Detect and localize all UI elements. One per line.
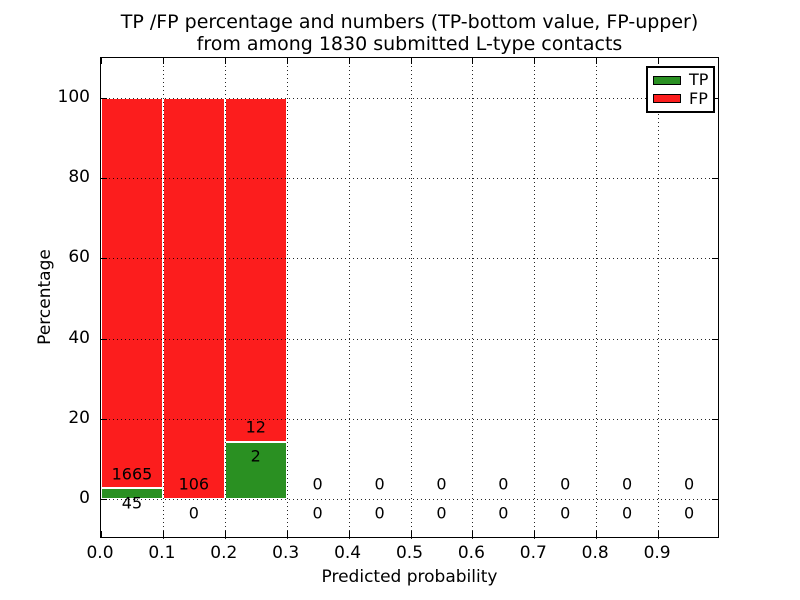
tp-count-label: 0	[683, 503, 695, 523]
bar-segment-fp	[162, 98, 225, 499]
y-tick-label: 100	[57, 87, 90, 108]
x-tick-mark	[472, 531, 474, 537]
y-tick-mark	[101, 178, 107, 180]
x-tick-mark-top	[472, 58, 474, 64]
legend-entry-tp: TP	[648, 72, 713, 88]
x-tick-label: 0.9	[643, 543, 671, 563]
x-tick-mark	[410, 531, 412, 537]
y-tick-mark	[101, 498, 107, 500]
tp-count-label: 0	[312, 503, 323, 523]
tp-count-label: 0	[436, 503, 447, 523]
x-tick-mark	[534, 531, 536, 537]
fp-count-label: 106	[178, 474, 210, 494]
y-tick-mark-right	[712, 418, 718, 420]
fp-count-label: 0	[374, 474, 385, 494]
fp-count-label: 12	[245, 417, 266, 437]
x-tick-mark-top	[658, 58, 660, 64]
legend-label-fp: FP	[689, 88, 708, 108]
x-tick-mark-top	[596, 58, 598, 64]
y-tick-mark	[101, 258, 107, 260]
x-tick-label: 0.1	[148, 543, 176, 563]
plot-area: 1665 45 106 0 12 2 0 0 0 0 0 0 0 0 0 0 0 0 0 0	[100, 57, 720, 539]
fp-count-label: 1665	[111, 464, 153, 484]
x-tick-label: 0.0	[86, 543, 114, 563]
y-tick-label: 0	[79, 487, 90, 508]
x-tick-mark	[658, 531, 660, 537]
tp-count-label: 45	[121, 493, 143, 513]
x-tick-label: 0.6	[457, 543, 485, 563]
fp-count-label: 0	[312, 474, 323, 494]
gridline-vertical	[658, 58, 660, 539]
gridline-vertical	[596, 58, 598, 539]
legend-entry-fp: FP	[648, 88, 713, 108]
y-tick-mark-right	[712, 98, 718, 100]
y-tick-mark-right	[712, 258, 718, 260]
x-tick-mark-top	[224, 58, 226, 64]
bar-segment-tp	[101, 488, 163, 499]
x-axis-label: Predicted probability	[321, 567, 498, 587]
x-tick-mark-top	[286, 58, 288, 64]
y-axis-label: Percentage	[35, 249, 55, 345]
fp-count-label: 0	[436, 474, 447, 494]
x-tick-label: 0.7	[519, 543, 547, 563]
x-tick-label: 0.2	[210, 543, 238, 563]
x-tick-mark-top	[162, 58, 164, 64]
y-tick-label: 40	[68, 327, 90, 348]
legend-label-tp: TP	[689, 70, 709, 90]
bar-segment-fp	[224, 98, 287, 442]
x-tick-mark	[348, 531, 350, 537]
gridline-vertical	[286, 58, 288, 539]
tp-count-label: 0	[374, 503, 385, 523]
y-tick-mark	[101, 418, 107, 420]
gridline-vertical	[410, 58, 412, 539]
gridline-vertical	[472, 58, 474, 539]
bar-segment-fp	[101, 98, 163, 489]
tp-count-label: 2	[250, 446, 261, 466]
x-tick-mark-top	[534, 58, 536, 64]
gridline-vertical	[348, 58, 350, 539]
x-tick-mark	[286, 531, 288, 537]
gridline-vertical	[162, 58, 164, 539]
y-tick-mark-right	[712, 178, 718, 180]
x-tick-label: 0.5	[395, 543, 424, 563]
tp-count-label: 0	[622, 503, 633, 523]
x-tick-label: 0.3	[272, 543, 300, 563]
y-tick-label: 20	[68, 407, 90, 428]
x-tick-mark	[162, 531, 164, 537]
y-tick-label: 80	[68, 167, 90, 188]
x-tick-mark-top	[348, 58, 350, 64]
fp-count-label: 0	[683, 474, 695, 494]
x-tick-mark	[596, 531, 598, 537]
fp-swatch-icon	[653, 94, 681, 104]
fp-count-label: 0	[622, 474, 633, 494]
chart-title-line-1: TP /FP percentage and numbers (TP-bottom…	[120, 11, 699, 33]
tp-count-label: 0	[498, 503, 509, 523]
x-tick-label: 0.8	[581, 543, 609, 563]
y-tick-mark	[101, 338, 107, 340]
gridline-vertical	[534, 58, 536, 539]
x-tick-mark-top	[101, 58, 102, 64]
legend: TP FP	[646, 66, 715, 113]
y-tick-mark-right	[712, 338, 718, 340]
gridline-vertical	[224, 58, 226, 539]
fp-count-label: 0	[560, 474, 571, 494]
y-tick-mark-right	[712, 498, 718, 500]
x-tick-mark	[224, 531, 226, 537]
chart-title: TP /FP percentage and numbers (TP-bottom…	[100, 11, 719, 55]
bar-segment-tp	[224, 441, 287, 499]
chart-title-line-2: from among 1830 submitted L-type contact…	[196, 33, 623, 55]
tp-count-label: 0	[560, 503, 571, 523]
x-tick-mark	[101, 531, 102, 537]
tp-count-label: 0	[188, 503, 199, 523]
tp-swatch-icon	[653, 75, 681, 85]
x-tick-label: 0.4	[334, 543, 362, 563]
x-tick-mark-top	[410, 58, 412, 64]
y-tick-mark	[101, 98, 107, 100]
fp-count-label: 0	[498, 474, 509, 494]
y-tick-label: 60	[68, 247, 90, 268]
